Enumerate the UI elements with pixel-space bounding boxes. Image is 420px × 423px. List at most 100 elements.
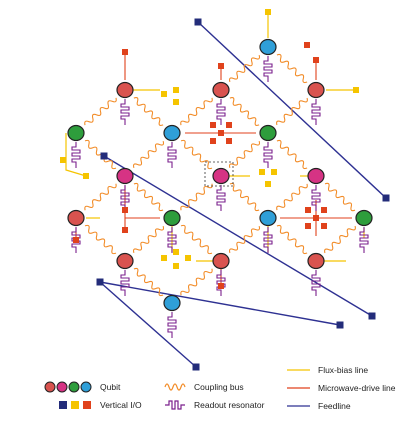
coupling-bus-26 [180, 268, 213, 296]
drive-pad-15 [122, 207, 128, 213]
legend-coupling-bus-label: Coupling bus [194, 382, 244, 392]
coupling-bus-7 [133, 97, 164, 126]
drive-pad-8 [210, 138, 216, 144]
qubit-q5 [67, 124, 85, 142]
drive-pad-17 [73, 237, 79, 243]
drive-pad-7 [226, 122, 232, 128]
legend: Qubit Vertical I/O Coupling bus Readout … [44, 365, 396, 411]
drive-pad-4 [304, 42, 310, 48]
readout-resonator-3 [311, 99, 321, 125]
coupling-bus-4 [229, 97, 260, 126]
legend-readout-resonator-icon [165, 400, 185, 410]
qubit-q18 [163, 294, 181, 312]
coupling-bus-19 [84, 224, 117, 255]
feedline-pad-3 [100, 152, 108, 160]
qubit-q7 [259, 124, 277, 142]
legend-readout-resonator-label: Readout resonator [194, 400, 265, 410]
qubit-q2 [116, 81, 134, 99]
readout-resonator-11 [167, 227, 177, 253]
flux-pad-12 [161, 255, 167, 261]
qubit-q10 [307, 167, 325, 185]
readout-resonator-16 [311, 270, 321, 296]
qubit-q17 [307, 252, 325, 270]
coupling-bus-2 [276, 53, 308, 84]
legend-io-swatches [59, 401, 91, 409]
flux-pad-8 [259, 169, 265, 175]
coupling-bus-25 [133, 267, 164, 297]
coupling-bus-16 [229, 182, 260, 212]
readout-resonator-10 [71, 227, 81, 253]
flux-pad-11 [173, 249, 179, 255]
drive-pad-16 [122, 227, 128, 233]
flux-pad-9 [271, 169, 277, 175]
readout-resonator-9 [311, 185, 321, 211]
qubit-q15 [116, 252, 134, 270]
readout-resonator-17 [167, 312, 177, 338]
flux-bias-line-4 [65, 133, 87, 177]
readout-resonator-6 [263, 142, 273, 168]
feedline-3 [103, 155, 373, 317]
qubit-q9 [212, 167, 230, 185]
coupling-bus-11 [228, 140, 261, 169]
readout-resonator-14 [120, 270, 130, 296]
drive-pad-14 [321, 223, 327, 229]
coupling-bus-15 [180, 183, 213, 211]
flux-pad-1 [265, 9, 271, 15]
legend-feedline-label: Feedline [318, 401, 351, 411]
coupling-bus-9 [132, 140, 165, 169]
drive-pad-2 [218, 63, 224, 69]
legend-qubit-label: Qubit [100, 382, 121, 392]
coupling-bus-12 [276, 139, 308, 170]
qubit-layer [67, 38, 373, 312]
flux-pad-2 [353, 87, 359, 93]
drive-pad-5 [218, 130, 224, 136]
vertical-io-layer [60, 9, 390, 371]
coupling-bus-18 [324, 182, 356, 212]
readout-resonator-1 [120, 99, 130, 125]
flux-pad-13 [185, 255, 191, 261]
feedline-pad-2 [382, 194, 390, 202]
feedline-2 [99, 281, 341, 326]
qubit-q4 [307, 81, 325, 99]
legend-flux-bias-label: Flux-bias line [318, 365, 368, 375]
legend-qubit-swatch-2 [56, 381, 68, 393]
coupling-bus-14 [133, 182, 164, 212]
qubit-q11 [67, 209, 85, 227]
readout-resonator-13 [359, 227, 369, 253]
drive-pad-18 [218, 283, 224, 289]
qubit-q1 [259, 38, 277, 56]
readout-resonator-4 [71, 142, 81, 168]
legend-qubit-swatches [44, 381, 92, 393]
drive-pad-6 [210, 122, 216, 128]
readout-resonator-5 [167, 142, 177, 168]
qubit-q13 [259, 209, 277, 227]
legend-io-swatch-1 [59, 401, 67, 409]
coupling-bus-21 [180, 224, 213, 255]
feedline-layer [99, 21, 387, 368]
readout-resonator-layer [71, 56, 369, 338]
drive-pad-10 [313, 215, 319, 221]
qubit-q6 [163, 124, 181, 142]
coupling-bus-5 [276, 97, 308, 126]
coupling-bus-layer [84, 53, 356, 297]
feedline-pad-4 [368, 312, 376, 320]
drive-pad-13 [305, 223, 311, 229]
drive-pad-9 [226, 138, 232, 144]
qubit-q14 [355, 209, 373, 227]
readout-resonator-15 [216, 270, 226, 296]
coupling-bus-10 [180, 139, 213, 170]
flux-pad-7 [161, 91, 167, 97]
flux-pad-4 [60, 157, 66, 163]
drive-pad-3 [313, 57, 319, 63]
qubit-q12 [163, 209, 181, 227]
highlight-box [204, 161, 234, 187]
legend-qubit-swatch-3 [68, 381, 80, 393]
legend-coupling-bus-icon [164, 383, 186, 391]
flux-pad-5 [173, 87, 179, 93]
drive-pad-1 [122, 49, 128, 55]
legend-qubit-swatch-1 [44, 381, 56, 393]
flux-pad-14 [173, 263, 179, 269]
readout-resonator-2 [216, 99, 226, 125]
feedline-pad-6 [192, 363, 200, 371]
